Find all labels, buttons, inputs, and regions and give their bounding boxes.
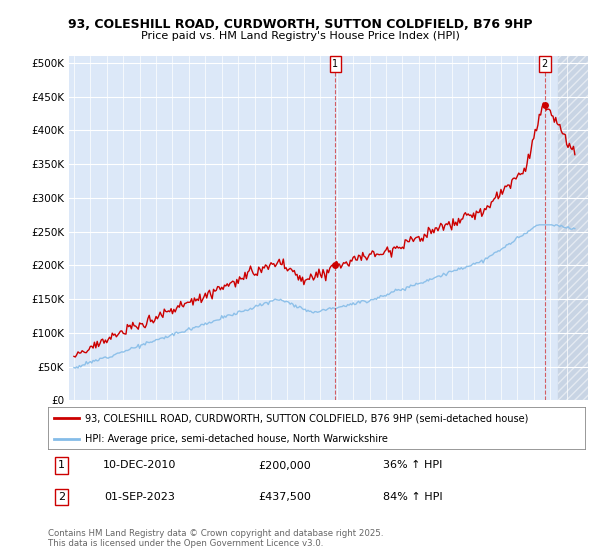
Text: Price paid vs. HM Land Registry's House Price Index (HPI): Price paid vs. HM Land Registry's House … [140, 31, 460, 41]
Bar [559, 56, 588, 400]
Text: £200,000: £200,000 [258, 460, 311, 470]
Text: £437,500: £437,500 [258, 492, 311, 502]
Text: 01-SEP-2023: 01-SEP-2023 [104, 492, 175, 502]
Text: 10-DEC-2010: 10-DEC-2010 [103, 460, 176, 470]
Text: 84% ↑ HPI: 84% ↑ HPI [383, 492, 443, 502]
Bar [559, 56, 588, 400]
Text: Contains HM Land Registry data © Crown copyright and database right 2025.
This d: Contains HM Land Registry data © Crown c… [48, 529, 383, 548]
Text: 36% ↑ HPI: 36% ↑ HPI [383, 460, 443, 470]
Text: 93, COLESHILL ROAD, CURDWORTH, SUTTON COLDFIELD, B76 9HP: 93, COLESHILL ROAD, CURDWORTH, SUTTON CO… [68, 17, 532, 31]
Text: 2: 2 [542, 59, 548, 69]
Text: 93, COLESHILL ROAD, CURDWORTH, SUTTON COLDFIELD, B76 9HP (semi-detached house): 93, COLESHILL ROAD, CURDWORTH, SUTTON CO… [85, 413, 528, 423]
Text: 1: 1 [332, 59, 338, 69]
Text: HPI: Average price, semi-detached house, North Warwickshire: HPI: Average price, semi-detached house,… [85, 435, 388, 445]
Text: 1: 1 [58, 460, 65, 470]
Text: 2: 2 [58, 492, 65, 502]
